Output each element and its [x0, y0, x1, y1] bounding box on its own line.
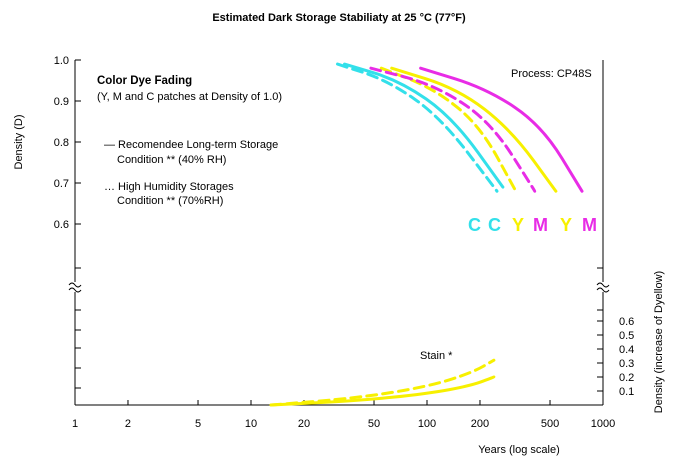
left-axis-break: [68, 282, 82, 293]
fading-title: Color Dye Fading: [97, 75, 192, 87]
series-line-stain-solid: [269, 375, 496, 407]
x-tick-label: 1: [72, 418, 78, 430]
x-tick-label: 50: [368, 418, 380, 430]
legend-dotted-line2: Condition ** (70%RH): [117, 195, 223, 207]
legend-solid-line2: Condition ** (40% RH): [117, 154, 226, 166]
legend-dotted-line1: … High Humidity Storages: [104, 181, 234, 193]
y2-tick-label: 0.6: [619, 316, 634, 328]
x-tick-label: 100: [418, 418, 436, 430]
x-tick-label: 500: [541, 418, 559, 430]
y-tick-label: 0.7: [54, 178, 69, 190]
process-label: Process: CP48S: [511, 68, 592, 80]
ticks: 1.0 0.9 0.8 0.7 0.6 0.6 0.5 0.4 0.3 0.2 0.1 1 2 5 10 20…: [54, 55, 635, 430]
series-line-c-solid: [343, 62, 505, 189]
y2-tick-label: 0.3: [619, 358, 634, 370]
x-axis-label: Years (log scale): [478, 444, 560, 456]
right-axis-break: [596, 282, 610, 293]
x-tick-label: 10: [245, 418, 257, 430]
y2-tick-label: 0.1: [619, 386, 634, 398]
y-tick-label: 0.9: [54, 96, 69, 108]
series-line-y-solid: [390, 66, 558, 193]
y2-tick-label: 0.5: [619, 330, 634, 342]
x-tick-label: 20: [298, 418, 310, 430]
curve-label: Y: [560, 215, 572, 235]
legend-solid-line1: — Recomendee Long-term Storage: [104, 139, 278, 151]
series-layer: [269, 62, 584, 407]
chart-title: Estimated Dark Storage Stabiliaty at 25 …: [212, 12, 466, 24]
x-tick-label: 1000: [591, 418, 615, 430]
y2-tick-label: 0.4: [619, 344, 634, 356]
y2-axis-label: Density (increase of Dyellow): [653, 271, 665, 413]
curve-label: C: [488, 215, 501, 235]
curve-label: C: [468, 215, 481, 235]
stain-label: Stain *: [420, 350, 453, 362]
y-tick-label: 0.8: [54, 137, 69, 149]
axes: [68, 60, 610, 406]
curve-label: M: [582, 215, 597, 235]
y-axis-label: Density (D): [13, 114, 25, 169]
series-line-m-solid: [419, 66, 584, 193]
y-tick-label: 1.0: [54, 55, 69, 67]
series-line-m-dashed: [369, 66, 537, 193]
y-tick-label: 0.6: [54, 219, 69, 231]
x-tick-label: 200: [471, 418, 489, 430]
x-tick-label: 2: [125, 418, 131, 430]
curve-label: Y: [512, 215, 524, 235]
curve-label: M: [533, 215, 548, 235]
x-tick-label: 5: [195, 418, 201, 430]
fading-subtitle: (Y, M and C patches at Density of 1.0): [97, 91, 282, 103]
y2-tick-label: 0.2: [619, 372, 634, 384]
series-line-c-dashed: [336, 62, 499, 193]
